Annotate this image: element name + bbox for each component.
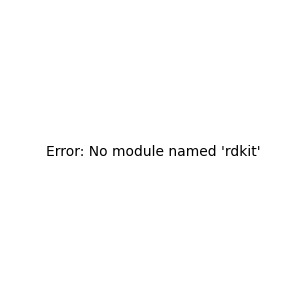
Text: Error: No module named 'rdkit': Error: No module named 'rdkit' (46, 145, 261, 158)
